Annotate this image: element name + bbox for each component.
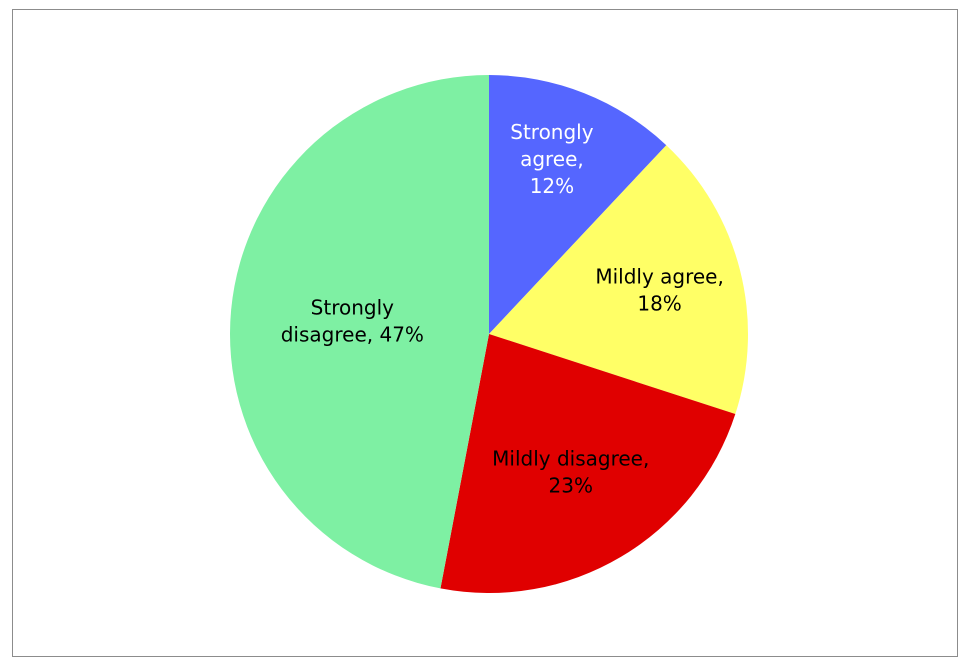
pie-slice-mildly-agree	[489, 145, 748, 415]
pie-slices	[230, 75, 748, 593]
slice-label-strongly-disagree: Strongly disagree, 47%	[281, 296, 424, 347]
pie-slice-mildly-disagree	[440, 334, 736, 593]
slice-label-strongly-agree: Strongly agree, 12%	[510, 120, 593, 198]
pie-slice-strongly-agree	[489, 75, 667, 334]
slice-label-mildly-agree: Mildly agree, 18%	[595, 265, 724, 316]
slice-label-mildly-disagree: Mildly disagree, 23%	[492, 447, 649, 498]
pie-slice-strongly-disagree	[230, 75, 489, 589]
pie-labels: Strongly agree, 12% Mildly agree, 18% Mildly …	[281, 120, 724, 498]
